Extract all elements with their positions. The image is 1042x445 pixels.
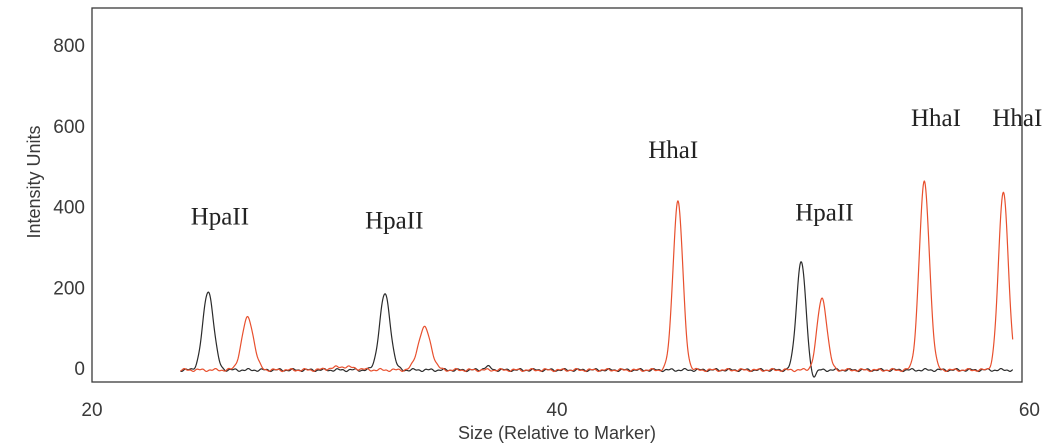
y-tick-label: 800 [53, 36, 85, 57]
trace-line [180, 261, 1014, 378]
traces [180, 180, 1014, 378]
y-tick-label: 400 [53, 198, 85, 219]
peak-label: HpaII [365, 208, 423, 235]
peak-label: HpaII [795, 200, 853, 227]
y-axis-ticks: 0 200 400 600 800 [53, 36, 85, 380]
y-tick-label: 0 [74, 359, 85, 380]
trace-line [180, 180, 1014, 373]
peak-label: HhaI [992, 105, 1042, 132]
x-tick-label: 40 [546, 400, 567, 421]
y-tick-label: 200 [53, 278, 85, 299]
x-axis-ticks: 20 40 60 [81, 400, 1040, 421]
peak-label: HpaII [191, 204, 249, 231]
peak-annotations: HpaII HpaII HhaI HpaII HhaI HhaI [191, 105, 1042, 235]
y-axis-title: Intensity Units [24, 125, 44, 238]
x-tick-label: 60 [1019, 400, 1040, 421]
peak-label: HhaI [911, 105, 961, 132]
plot-frame [91, 7, 1023, 383]
x-tick-label: 20 [81, 400, 102, 421]
x-axis-title: Size (Relative to Marker) [458, 423, 656, 443]
y-tick-label: 600 [53, 117, 85, 138]
peak-label: HhaI [648, 137, 698, 164]
